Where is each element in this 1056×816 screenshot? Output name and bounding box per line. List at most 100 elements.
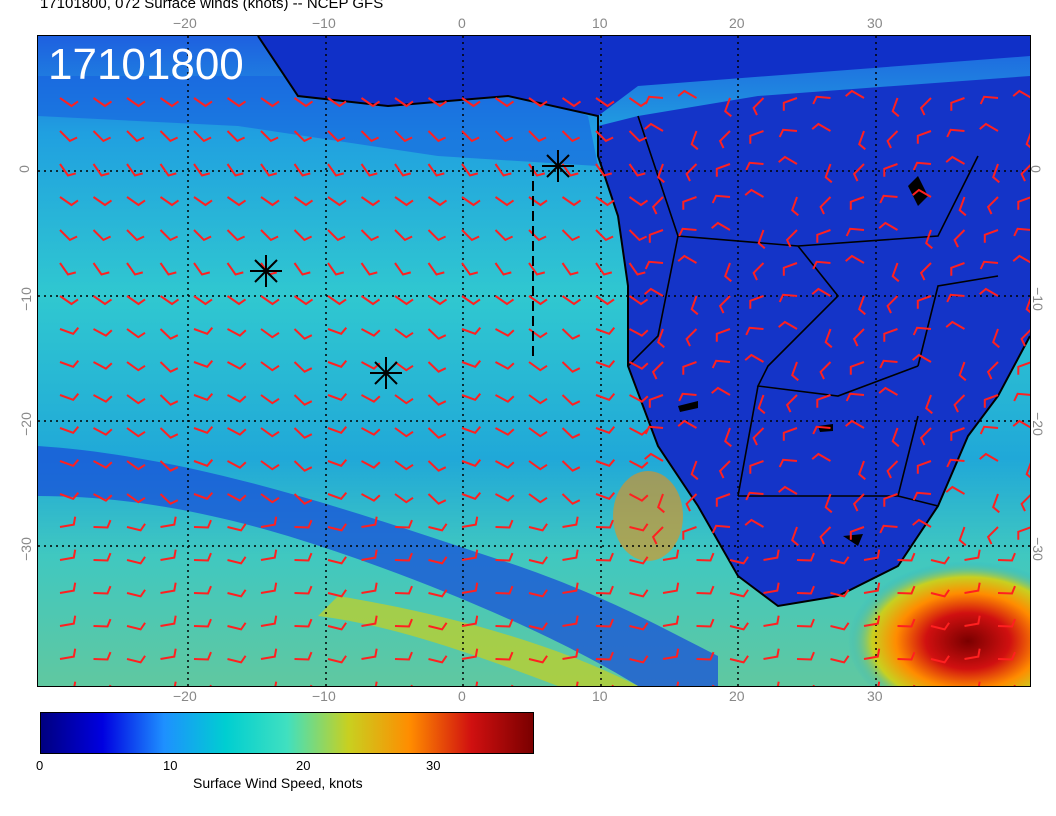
wind-barb [651,361,664,380]
wind-barb [193,492,214,500]
wind-barb [629,655,649,664]
wind-barb [886,460,899,479]
wind-barb [93,552,112,562]
wind-barb [92,97,113,108]
wind-barb [561,295,582,306]
wind-barb [461,327,482,335]
wind-barb [294,585,313,595]
wind-barb [953,229,966,248]
wind-barb [126,655,146,664]
wind-barb [528,589,548,598]
wind-barb [763,582,780,594]
wind-barb [629,556,649,565]
wind-barb [227,361,247,370]
wind-barb [819,196,832,215]
wind-barb [495,552,514,562]
wind-barb [745,491,764,501]
wind-barb [945,485,966,495]
wind-barb [494,163,512,177]
wind-barb [983,394,999,408]
wind-barb [495,618,514,628]
wind-barb [744,188,765,198]
wind-barb [863,582,881,594]
wind-barb [495,427,515,436]
wind-barb [778,458,798,468]
wind-barb [293,262,311,276]
wind-barb [59,295,79,306]
wind-barb [92,229,112,242]
wind-barb [595,360,616,368]
wind-barb [729,589,749,598]
wind-barb [925,394,933,415]
wind-barb [126,97,146,108]
wind-barb [819,361,832,380]
wind-barb [983,229,999,243]
wind-barb [226,163,244,177]
wind-barb [685,493,698,512]
wind-barb [528,163,546,177]
top-tick-label: −10 [312,15,336,31]
wind-barb [193,519,212,529]
wind-map[interactable] [37,35,1031,687]
wind-barb [782,427,798,441]
wind-barb [886,295,899,314]
lat-lon-grid [38,36,1030,686]
wind-barb [845,392,865,402]
wind-barb [595,327,616,335]
wind-barb [595,492,616,500]
wind-barb [59,492,80,500]
wind-barb [711,359,731,369]
wind-barb [678,392,697,402]
wind-barb [811,122,832,132]
south-wind-streak [318,596,638,686]
wind-barb [676,681,680,686]
wind-barb [852,493,865,512]
wind-barb [394,460,414,471]
wind-barb [958,526,967,547]
wind-barb [59,327,80,335]
wind-barb [327,589,347,598]
wind-barb [427,196,448,207]
wind-barb [682,196,697,210]
wind-barb [979,95,999,105]
wind-barb [644,95,664,105]
wind-barb [293,427,313,439]
wind-barb [59,360,80,368]
wind-barb [528,130,547,143]
wind-barb [327,556,347,565]
wind-barb [696,552,715,562]
wind-barb [690,460,699,481]
wind-barb [461,549,479,561]
wind-barb [763,648,780,660]
wind-barb [749,295,764,309]
wind-barb [394,262,412,276]
wind-barb [361,493,381,502]
wind-barb [953,394,966,413]
wind-barb [461,262,479,276]
wind-barb [260,196,280,207]
wind-barb [1012,419,1030,429]
wind-barb [260,394,280,405]
wind-barb [763,615,780,627]
wind-barb [648,229,664,243]
wind-barb [986,526,999,545]
right-tick-label: 0 [1027,165,1044,173]
wind-barb [394,519,413,529]
wind-barb [293,130,313,143]
wind-barb [662,549,680,561]
wind-barb [729,622,749,631]
wind-barb [327,655,347,664]
wind-barb [159,262,177,276]
wind-barb [919,427,932,446]
right-tick-label: −10 [1029,287,1046,311]
wind-barb [744,518,765,528]
asterisk-marker-1 [250,255,282,287]
wind-barb [930,622,950,631]
wind-barb [1020,164,1030,182]
wind-barb [785,394,798,413]
wind-barb [293,328,313,340]
wind-barb [1012,89,1030,99]
wind-barb [657,328,665,349]
wind-barb [193,426,214,434]
wind-barb [59,615,77,627]
